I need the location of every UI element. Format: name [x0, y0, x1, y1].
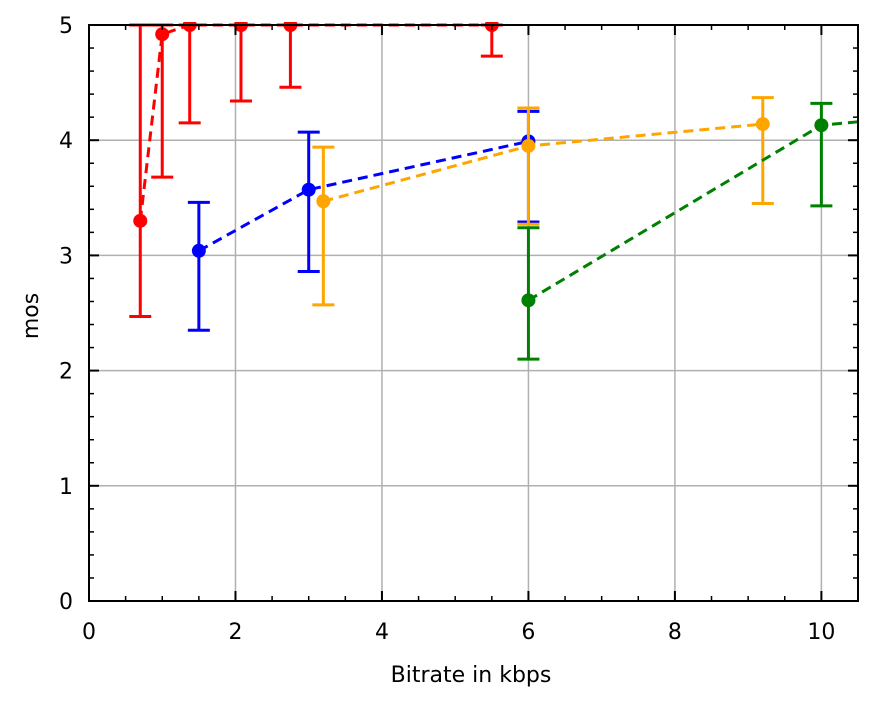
y-tick-label: 5 [59, 14, 73, 39]
data-point [755, 117, 770, 132]
x-tick-label: 0 [82, 620, 96, 645]
series-line [323, 122, 763, 203]
x-tick-label: 8 [668, 620, 682, 645]
data-point [301, 182, 316, 197]
y-tick-label: 4 [59, 129, 73, 154]
series-1 [187, 109, 540, 332]
y-tick-label: 3 [59, 244, 73, 269]
x-tick-label: 6 [521, 620, 535, 645]
x-tick-label: 2 [228, 620, 242, 645]
data-point [191, 243, 206, 258]
axes-frame [88, 24, 859, 602]
data-point [155, 27, 170, 42]
grid [89, 25, 858, 601]
y-tick-label: 2 [59, 360, 73, 385]
series-2 [312, 96, 774, 307]
plot-frame [88, 24, 859, 602]
x-axis-label: Bitrate in kbps [391, 663, 552, 688]
data-point [316, 194, 331, 209]
data-point [521, 293, 536, 308]
data-point [521, 138, 536, 153]
y-axis-label: mos [19, 293, 44, 339]
series-line [527, 120, 858, 302]
y-tick-label: 0 [59, 590, 73, 615]
data-point [133, 213, 148, 228]
series-3 [517, 101, 858, 361]
x-tick-label: 4 [375, 620, 389, 645]
y-tick-label: 1 [59, 475, 73, 500]
series-line [198, 139, 529, 253]
data-point [814, 118, 829, 133]
tick-labels: 0 2 4 6 8 10 0 1 2 3 4 5 [59, 14, 835, 645]
x-tick-label: 10 [807, 620, 835, 645]
data-series [129, 22, 858, 361]
